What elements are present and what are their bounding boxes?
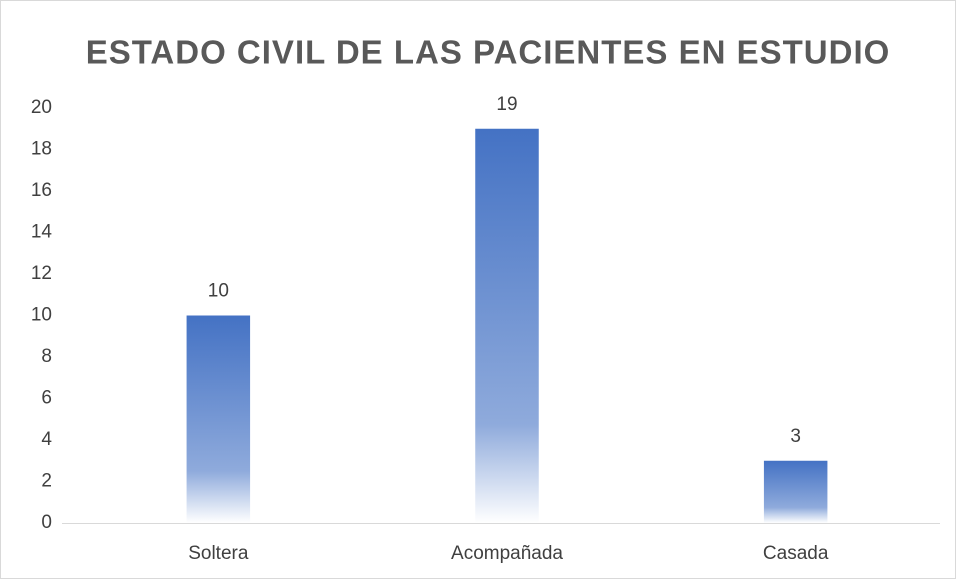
y-tick-label: 8 xyxy=(41,346,52,367)
data-label: 10 xyxy=(208,281,229,302)
y-tick-label: 16 xyxy=(31,180,52,201)
y-tick-label: 14 xyxy=(31,222,53,243)
y-tick-label: 20 xyxy=(31,97,52,118)
x-tick-label: Casada xyxy=(763,543,829,564)
y-tick-label: 10 xyxy=(31,305,52,326)
bar xyxy=(763,460,828,523)
chart-title: ESTADO CIVIL DE LAS PACIENTES EN ESTUDIO xyxy=(86,34,891,71)
bar xyxy=(475,128,539,523)
y-tick-label: 2 xyxy=(41,471,52,492)
x-tick-label: Soltera xyxy=(188,543,249,564)
data-label: 3 xyxy=(790,426,801,447)
y-tick-label: 12 xyxy=(31,263,52,284)
y-tick-label: 18 xyxy=(31,139,52,160)
bar xyxy=(186,315,251,523)
y-tick-label: 0 xyxy=(41,512,52,533)
data-label: 19 xyxy=(496,94,517,115)
y-tick-label: 6 xyxy=(41,388,52,409)
y-tick-label: 4 xyxy=(41,429,52,450)
x-tick-label: Acompañada xyxy=(451,543,563,564)
